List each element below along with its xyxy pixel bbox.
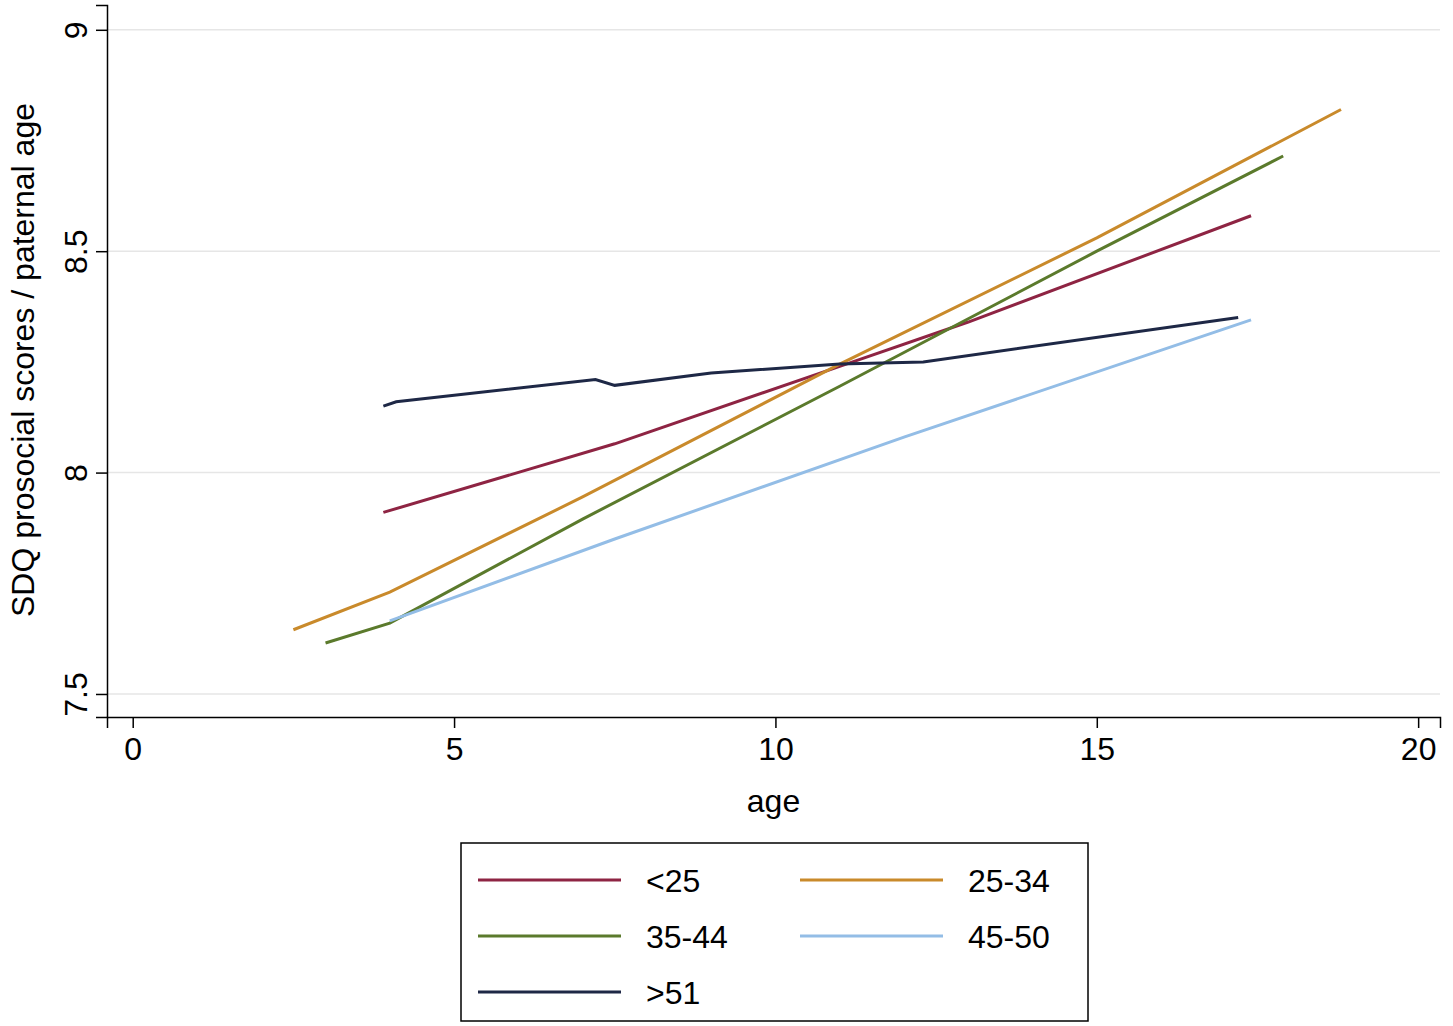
y-tick: 7.5 [58, 672, 107, 716]
legend-swatch [800, 879, 943, 882]
x-tick: 5 [446, 717, 464, 767]
x-tick-mark [1097, 717, 1099, 728]
legend-label: 35-44 [646, 919, 728, 955]
y-tick-label: 8 [58, 464, 94, 482]
y-tick-mark [96, 251, 107, 253]
y-tick-label: 8.5 [58, 229, 94, 273]
legend: <25 25-34 35-44 45-50 >51 [461, 843, 1088, 1021]
grid-line [107, 472, 1440, 474]
x-tick-label: 20 [1401, 731, 1437, 767]
x-tick: 0 [124, 717, 142, 767]
x-tick-label: 0 [124, 731, 142, 767]
x-tick: 15 [1079, 717, 1115, 767]
y-axis-line [96, 6, 108, 718]
y-axis-title: SDQ prosocial scores / paternal age [5, 103, 41, 617]
legend-swatch [478, 879, 621, 882]
x-tick-label: 15 [1079, 731, 1115, 767]
legend-box [461, 843, 1088, 1021]
legend-label: 45-50 [968, 919, 1050, 955]
legend-label: >51 [646, 975, 700, 1011]
y-tick: 9 [58, 21, 107, 39]
y-axis: 7.5 8 8.5 9 [58, 6, 108, 718]
x-tick: 10 [758, 717, 794, 767]
y-tick: 8 [58, 464, 107, 482]
grid [107, 30, 1440, 694]
x-tick-mark [454, 717, 456, 728]
legend-swatch [478, 991, 621, 994]
grid-line [107, 29, 1440, 31]
x-tick-label: 10 [758, 731, 794, 767]
x-axis-title: age [747, 783, 800, 819]
x-axis-line [108, 718, 1441, 729]
legend-label: <25 [646, 863, 700, 899]
series-line [293, 109, 1341, 629]
x-tick-mark [775, 717, 777, 728]
lines [293, 109, 1341, 643]
legend-label: 25-34 [968, 863, 1050, 899]
x-tick-mark [1418, 717, 1420, 728]
y-tick: 8.5 [58, 229, 107, 273]
x-tick: 20 [1401, 717, 1437, 767]
x-tick-mark [132, 717, 134, 728]
y-tick-label: 9 [58, 21, 94, 39]
legend-swatch [800, 935, 943, 938]
series-line [383, 318, 1238, 407]
y-tick-mark [96, 30, 107, 32]
y-tick-mark [96, 694, 107, 696]
x-tick-label: 5 [446, 731, 464, 767]
chart: 0 5 10 15 20 7.5 8 8.5 9 age SDQ prosocial scores … [0, 0, 1453, 1026]
grid-line [107, 250, 1440, 252]
series-line [326, 156, 1284, 643]
grid-line [107, 693, 1440, 695]
y-tick-label: 7.5 [58, 672, 94, 716]
y-tick-mark [96, 472, 107, 474]
x-axis: 0 5 10 15 20 [108, 717, 1441, 767]
legend-swatch [478, 935, 621, 938]
